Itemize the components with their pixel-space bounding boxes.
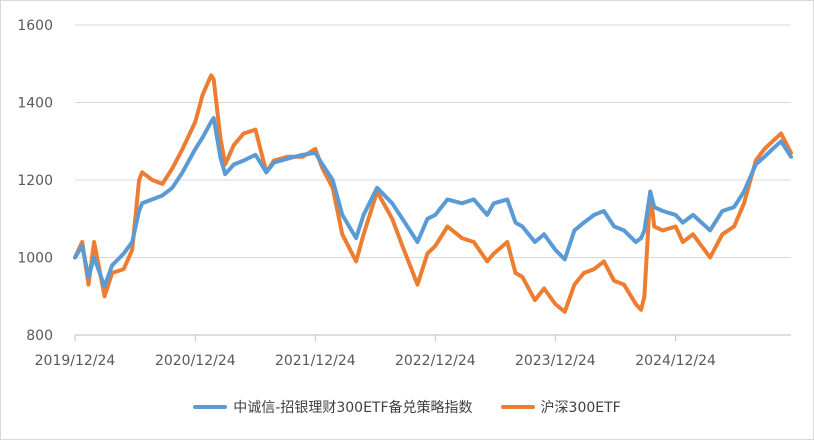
legend: 中诚信-招银理财300ETF备兑策略指数 沪深300ETF (0, 395, 814, 419)
legend-label-series-1: 中诚信-招银理财300ETF备兑策略指数 (233, 400, 473, 416)
series-lines (73, 73, 793, 314)
x-tick-label: 2020/12/24 (155, 353, 236, 369)
y-tick-label: 1600 (17, 18, 53, 34)
series-line-2 (73, 73, 793, 314)
series-line-1 (73, 116, 793, 289)
y-tick-label: 800 (26, 328, 53, 344)
x-axis: 2019/12/24 2020/12/24 2021/12/24 2022/12/24… (35, 334, 791, 369)
y-tick-label: 1400 (17, 96, 53, 112)
x-tick-label: 2024/12/24 (635, 353, 716, 369)
x-tick-label: 2023/12/24 (515, 353, 596, 369)
y-tick-label: 1200 (17, 173, 53, 189)
y-axis-ticks: 800 1000 1200 1400 1600 (17, 18, 53, 344)
legend-swatch-series-2 (500, 405, 535, 409)
x-tick-label: 2021/12/24 (275, 353, 356, 369)
x-tick-label: 2022/12/24 (395, 353, 476, 369)
x-tick-label: 2019/12/24 (35, 353, 116, 369)
y-tick-label: 1000 (17, 251, 53, 267)
legend-item-series-1: 中诚信-招银理财300ETF备兑策略指数 (193, 397, 473, 417)
legend-label-series-2: 沪深300ETF (540, 400, 621, 416)
legend-item-series-2: 沪深300ETF (500, 397, 621, 417)
gridlines (75, 24, 791, 258)
legend-swatch-series-1 (193, 405, 228, 409)
